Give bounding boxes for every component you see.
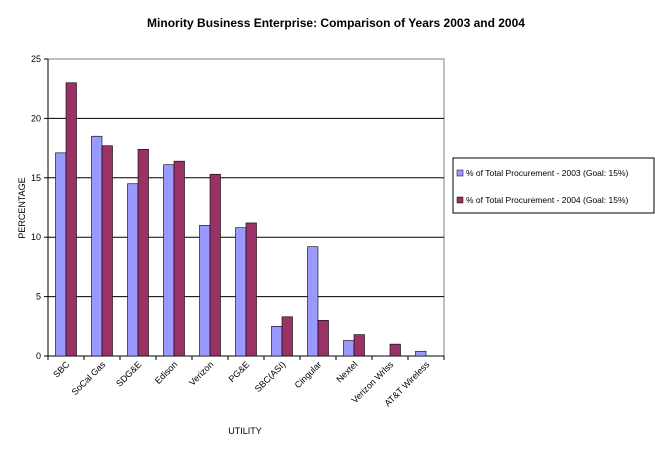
y-tick-label: 25	[31, 54, 41, 64]
bar-2004	[65, 82, 77, 357]
x-tick-label: PG&E	[227, 359, 252, 384]
bar-2004	[173, 160, 185, 357]
bar-2003	[343, 340, 355, 357]
x-tick-label: SBC(ASI)	[253, 359, 288, 394]
bar-2003	[55, 152, 67, 357]
bar-2004	[281, 316, 293, 357]
x-tick-label: Cingular	[293, 359, 324, 390]
chart-title: Minority Business Enterprise: Comparison…	[147, 16, 525, 30]
bar-2003	[127, 183, 139, 357]
bar-2004	[245, 222, 257, 357]
x-axis-label: UTILITY	[228, 426, 262, 436]
y-tick-label: 10	[31, 232, 41, 242]
bar-2004	[389, 343, 401, 357]
y-tick-label: 15	[31, 173, 41, 183]
y-tick-label: 5	[36, 292, 41, 302]
x-tick-label: Nextel	[334, 359, 359, 384]
bars	[55, 82, 427, 357]
bar-2003	[307, 246, 319, 357]
bar-2004	[353, 334, 365, 357]
legend: % of Total Procurement - 2003 (Goal: 15%…	[452, 157, 655, 214]
x-tick-label: SBC	[51, 359, 72, 380]
x-tick-label: SoCal Gas	[70, 359, 108, 397]
legend-swatch-2004	[456, 196, 464, 204]
bar-2003	[163, 164, 175, 357]
legend-label-2003: % of Total Procurement - 2003 (Goal: 15%…	[466, 168, 629, 178]
y-tick-label: 0	[36, 351, 41, 361]
bar-2003	[199, 225, 211, 357]
y-axis-ticks: 0 5 10 15 20 25	[31, 54, 48, 361]
legend-label-2004: % of Total Procurement - 2004 (Goal: 15%…	[466, 195, 629, 205]
x-tick-label: Verizon	[187, 359, 215, 387]
bar-2003	[91, 135, 103, 357]
bar-2003	[415, 350, 427, 357]
bar-2004	[317, 320, 329, 357]
x-tick-label: Edison	[153, 359, 180, 386]
bar-2004	[101, 145, 113, 357]
y-tick-label: 20	[31, 113, 41, 123]
x-tick-label: SDG&E	[114, 359, 143, 388]
bar-2004	[209, 173, 221, 357]
legend-swatch-2003	[456, 169, 464, 177]
bar-2003	[235, 227, 247, 357]
y-axis-label: PERCENTAGE	[17, 177, 27, 238]
bar-2004	[137, 148, 149, 357]
legend-box	[452, 157, 655, 214]
bar-2003	[271, 325, 283, 357]
